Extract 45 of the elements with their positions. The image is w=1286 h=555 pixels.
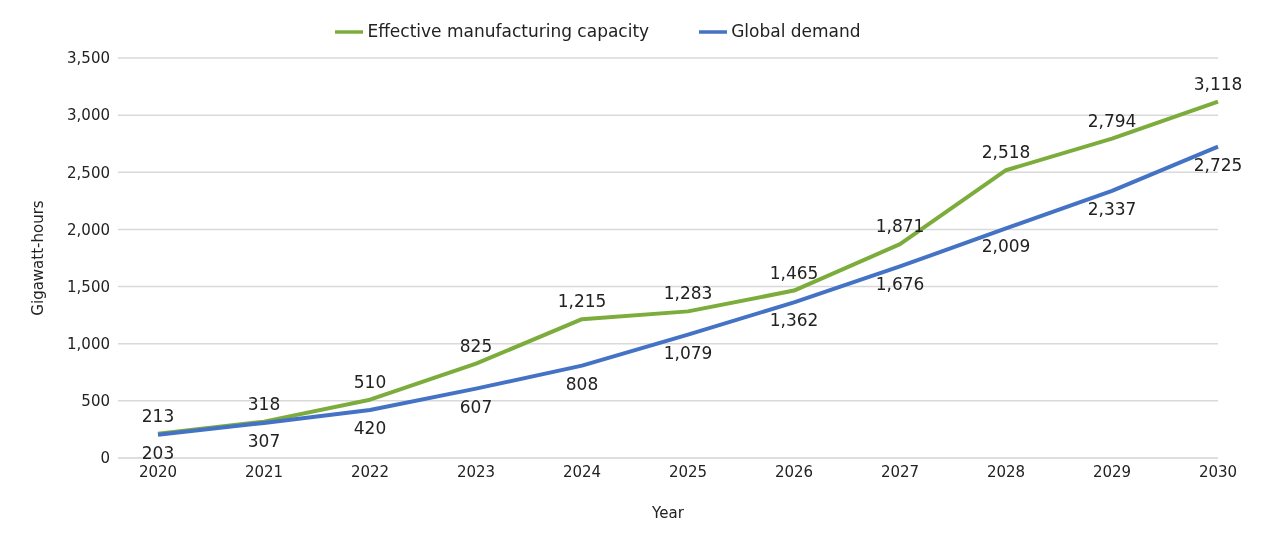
- y-tick-label: 3,500: [67, 49, 110, 68]
- data-label: 2,794: [1087, 110, 1137, 131]
- data-label: 1,079: [663, 342, 713, 363]
- x-tick-label: 2023: [456, 462, 496, 481]
- legend-label: Global demand: [731, 20, 861, 41]
- y-tick-label: 2,500: [67, 163, 110, 182]
- data-label: 3,118: [1193, 73, 1243, 94]
- data-label: 1,362: [769, 310, 819, 331]
- data-label: 825: [459, 335, 493, 356]
- data-label: 203: [141, 442, 175, 463]
- y-tick-label: 1,500: [67, 277, 110, 296]
- data-label: 2,337: [1087, 198, 1137, 219]
- y-tick-label: 3,000: [67, 106, 110, 125]
- y-tick-label: 1,000: [67, 335, 110, 354]
- data-label: 420: [353, 418, 387, 438]
- data-label: 318: [247, 393, 281, 414]
- data-label: 607: [459, 396, 493, 417]
- x-axis-title: Year: [651, 504, 685, 522]
- x-tick-label: 2020: [138, 462, 178, 481]
- x-tick-label: 2024: [562, 462, 602, 481]
- x-tick-label: 2030: [1198, 462, 1238, 481]
- data-label: 808: [565, 373, 599, 394]
- data-label: 1,871: [875, 216, 925, 237]
- x-tick-label: 2029: [1092, 462, 1132, 481]
- x-tick-label: 2021: [244, 462, 284, 481]
- x-tick-label: 2028: [986, 462, 1026, 481]
- x-tick-label: 2027: [880, 462, 920, 481]
- x-tick-label: 2022: [350, 462, 390, 481]
- data-label: 1,465: [769, 262, 819, 283]
- y-tick-label: 2,000: [67, 220, 110, 239]
- data-label: 2,009: [981, 236, 1031, 257]
- y-tick-label: 500: [81, 392, 110, 411]
- y-tick-label: 0: [100, 449, 110, 468]
- legend-label: Effective manufacturing capacity: [367, 20, 650, 41]
- data-label: 307: [247, 430, 281, 451]
- data-label: 2,725: [1193, 154, 1243, 175]
- x-tick-label: 2025: [668, 462, 708, 481]
- x-tick-label: 2026: [774, 462, 814, 481]
- data-label: 213: [141, 405, 175, 426]
- data-label: 1,676: [875, 274, 925, 295]
- data-label: 2,518: [981, 142, 1031, 163]
- y-axis-title: Gigawatt-hours: [29, 200, 48, 316]
- data-label: 1,283: [663, 283, 713, 304]
- data-label: 1,215: [557, 291, 607, 312]
- data-label: 510: [353, 371, 387, 392]
